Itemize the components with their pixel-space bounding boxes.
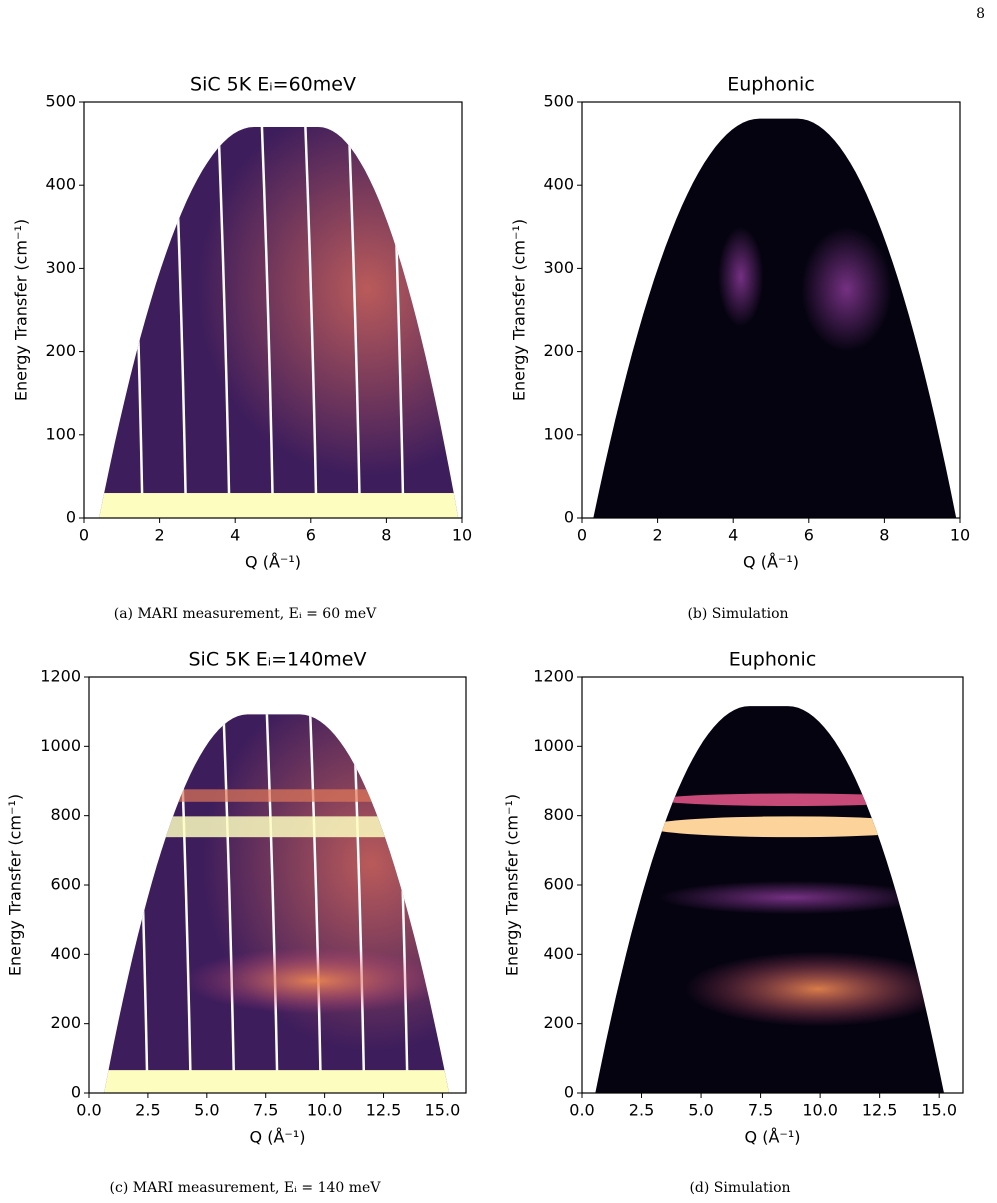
y-tick-label: 400 xyxy=(50,944,81,963)
x-tick-label: 6 xyxy=(804,526,814,545)
x-axis-label: Q (Å⁻¹) xyxy=(743,553,799,572)
x-tick-label: 7.5 xyxy=(748,1101,773,1120)
chart-title: SiC 5K Eᵢ=140meV xyxy=(188,649,366,671)
x-axis-label: Q (Å⁻¹) xyxy=(245,553,301,572)
x-tick-label: 2 xyxy=(653,526,663,545)
elastic-band xyxy=(99,493,459,518)
y-tick-label: 300 xyxy=(45,258,76,277)
y-tick-label: 800 xyxy=(543,805,574,824)
detector-gap xyxy=(216,127,231,518)
x-tick-label: 2 xyxy=(155,526,165,545)
plot-frame xyxy=(83,101,463,519)
x-tick-label: 10 xyxy=(950,526,970,545)
x-tick-label: 12.5 xyxy=(862,1101,898,1120)
detector-gap xyxy=(346,127,362,518)
y-tick-label: 200 xyxy=(45,341,76,360)
phonon-glow xyxy=(183,947,448,1014)
x-tick-label: 8 xyxy=(381,526,391,545)
phonon-band xyxy=(658,793,925,806)
detector-gap xyxy=(220,714,236,1093)
y-tick-label: 1200 xyxy=(533,667,574,686)
x-tick-label: 10.0 xyxy=(307,1101,343,1120)
caption: (a) MARI measurement, Eᵢ = 60 meV xyxy=(114,606,377,622)
x-tick-label: 4 xyxy=(728,526,738,545)
heatmap xyxy=(595,706,944,1093)
y-tick-label: 500 xyxy=(543,92,574,111)
y-tick-label: 200 xyxy=(543,1013,574,1032)
heatmap xyxy=(99,127,459,518)
y-axis-label: Energy Transfer (cm⁻¹) xyxy=(12,219,31,401)
caption: (c) MARI measurement, Eᵢ = 140 meV xyxy=(110,1180,382,1196)
y-axis-label: Energy Transfer (cm⁻¹) xyxy=(503,794,522,976)
y-tick-label: 300 xyxy=(543,258,574,277)
y-tick-label: 0 xyxy=(71,1083,81,1102)
y-tick-label: 400 xyxy=(543,944,574,963)
phonon-glow xyxy=(801,226,892,352)
chart-title: SiC 5K Eᵢ=60meV xyxy=(190,74,356,96)
y-tick-label: 800 xyxy=(50,805,81,824)
x-tick-label: 5.0 xyxy=(194,1101,219,1120)
detector-gap xyxy=(264,714,279,1093)
y-tick-label: 600 xyxy=(543,875,574,894)
y-tick-label: 400 xyxy=(543,175,574,194)
phonon-band xyxy=(104,816,449,838)
x-tick-label: 0.0 xyxy=(76,1101,101,1120)
caption: (d) Simulation xyxy=(689,1180,790,1196)
x-tick-label: 10.0 xyxy=(802,1101,838,1120)
x-tick-label: 2.5 xyxy=(135,1101,160,1120)
caption: (b) Simulation xyxy=(687,606,788,622)
x-tick-label: 15.0 xyxy=(921,1101,957,1120)
elastic-band xyxy=(104,1070,449,1093)
y-axis-label: Energy Transfer (cm⁻¹) xyxy=(510,219,529,401)
phonon-glow xyxy=(718,226,764,327)
x-tick-label: 4 xyxy=(230,526,240,545)
x-tick-label: 8 xyxy=(879,526,889,545)
phonon-band xyxy=(104,789,449,802)
x-tick-label: 2.5 xyxy=(629,1101,654,1120)
y-tick-label: 0 xyxy=(564,1083,574,1102)
detector-gap xyxy=(307,714,323,1093)
y-tick-label: 0 xyxy=(564,508,574,527)
y-tick-label: 1000 xyxy=(533,736,574,755)
x-tick-label: 5.0 xyxy=(688,1101,713,1120)
chart-title: Euphonic xyxy=(727,74,815,96)
x-tick-label: 0 xyxy=(577,526,587,545)
y-axis-label: Energy Transfer (cm⁻¹) xyxy=(6,794,25,976)
x-tick-label: 7.5 xyxy=(253,1101,278,1120)
y-tick-label: 1000 xyxy=(40,736,81,755)
chart-title: Euphonic xyxy=(729,649,817,671)
x-tick-label: 10 xyxy=(452,526,472,545)
x-tick-label: 15.0 xyxy=(425,1101,461,1120)
x-axis-label: Q (Å⁻¹) xyxy=(745,1128,801,1147)
phonon-glow xyxy=(684,951,944,1027)
y-tick-label: 400 xyxy=(45,175,76,194)
y-tick-label: 600 xyxy=(50,875,81,894)
detector-gap xyxy=(303,127,318,518)
x-tick-label: 12.5 xyxy=(366,1101,402,1120)
y-tick-label: 0 xyxy=(66,508,76,527)
x-tick-label: 0 xyxy=(79,526,89,545)
y-tick-label: 100 xyxy=(543,424,574,443)
y-tick-label: 1200 xyxy=(40,667,81,686)
phonon-band xyxy=(646,816,937,838)
y-tick-label: 200 xyxy=(543,341,574,360)
y-tick-label: 500 xyxy=(45,92,76,111)
y-tick-label: 200 xyxy=(50,1013,81,1032)
plot-frame xyxy=(581,101,961,519)
heatmap xyxy=(104,714,449,1093)
y-tick-label: 100 xyxy=(45,424,76,443)
heatmap xyxy=(593,118,957,518)
detector-gap xyxy=(259,127,275,518)
x-axis-label: Q (Å⁻¹) xyxy=(250,1128,306,1147)
heatmap-bg xyxy=(593,118,957,518)
x-tick-label: 0.0 xyxy=(569,1101,594,1120)
page-number: 8 xyxy=(976,6,985,22)
phonon-glow xyxy=(658,880,925,915)
x-tick-label: 6 xyxy=(306,526,316,545)
